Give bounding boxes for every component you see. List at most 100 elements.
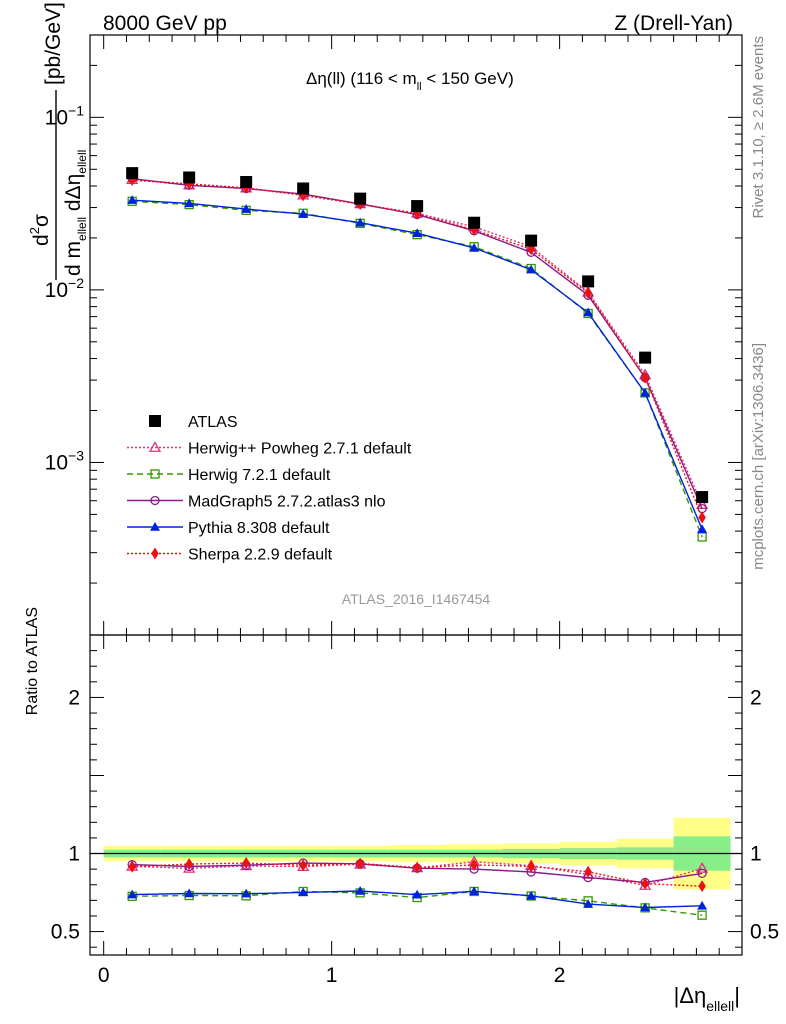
legend-label: MadGraph5 2.7.2.atlas3 nlo xyxy=(188,494,386,511)
data-point xyxy=(583,307,594,317)
y-tick-label: 10−2 xyxy=(45,275,85,302)
data-point xyxy=(584,865,592,878)
data-point xyxy=(695,862,709,873)
data-point xyxy=(149,415,161,427)
data-point xyxy=(184,198,195,208)
analysis-label: ATLAS_2016_I1467454 xyxy=(342,591,491,607)
data-point xyxy=(184,888,195,898)
x-axis-label: |Δηellell| xyxy=(674,983,740,1014)
data-point xyxy=(527,860,535,873)
data-point xyxy=(297,182,310,195)
data-point xyxy=(583,899,594,908)
y-axis-label: d2σ d mellell dΔηellell [pb/GeV] xyxy=(27,2,89,280)
data-point xyxy=(355,217,366,227)
y-axis-label-denominator: d mellell dΔηellell xyxy=(62,150,89,276)
data-point xyxy=(150,495,160,506)
header-process-label: Z (Drell-Yan) xyxy=(614,12,733,35)
x-tick-label: 0 xyxy=(98,964,110,987)
data-point xyxy=(697,868,707,879)
data-point xyxy=(470,858,478,871)
data-point xyxy=(641,371,649,384)
data-point xyxy=(355,886,366,895)
series-line xyxy=(132,178,703,505)
data-point xyxy=(151,547,159,560)
data-point xyxy=(640,902,651,912)
data-point xyxy=(526,890,537,900)
y-tick-label: 10−3 xyxy=(45,447,85,474)
data-point xyxy=(185,857,193,870)
data-point xyxy=(150,469,160,479)
ratio-y-tick-label-right: 1 xyxy=(750,843,762,866)
data-point xyxy=(468,216,481,229)
x-tick-label: 1 xyxy=(326,964,338,987)
data-point xyxy=(298,209,309,218)
ratio-y-tick-label: 1 xyxy=(68,843,80,866)
legend: ATLAS Herwig++ Powheg 2.7.1 default Herwig… xyxy=(127,414,412,564)
data-point xyxy=(697,524,708,534)
data-point xyxy=(698,880,706,893)
data-point xyxy=(183,862,196,873)
data-point xyxy=(127,889,138,899)
data-point xyxy=(525,234,538,247)
legend-label: Pythia 8.308 default xyxy=(188,520,330,537)
ratio-series xyxy=(126,855,709,920)
legend-entry: Herwig++ Powheg 2.7.1 default xyxy=(127,441,412,458)
data-point xyxy=(582,275,595,288)
chart-title: Δη(ll) (116 < mll < 150 GeV) xyxy=(306,69,514,93)
legend-entry: Pythia 8.308 default xyxy=(127,520,330,537)
data-point xyxy=(126,167,139,180)
data-point xyxy=(696,491,709,504)
data-point xyxy=(299,859,307,872)
ratio-plot-frame xyxy=(89,634,743,956)
data-point xyxy=(697,910,707,920)
data-point xyxy=(354,192,367,205)
ratio-y-axis-label: Ratio to ATLAS xyxy=(24,607,41,715)
main-series xyxy=(126,167,709,542)
legend-label: Herwig 7.2.1 default xyxy=(188,467,331,484)
data-point xyxy=(526,264,537,274)
data-point xyxy=(640,387,651,397)
legend-entry: Sherpa 2.2.9 default xyxy=(127,547,333,564)
data-point xyxy=(128,860,136,873)
x-tick-label: 2 xyxy=(554,964,566,987)
data-point xyxy=(148,441,162,452)
rivet-version-label: Rivet 3.1.10, ≥ 2.6M events xyxy=(750,36,767,219)
data-point xyxy=(240,175,253,188)
data-point xyxy=(698,511,706,524)
series-line xyxy=(132,200,703,538)
data-point xyxy=(241,204,252,213)
ratio-y-tick-label-right: 2 xyxy=(750,686,762,709)
legend-entry: Herwig 7.2.1 default xyxy=(127,467,331,484)
legend-label: ATLAS xyxy=(188,414,238,431)
legend-entry: MadGraph5 2.7.2.atlas3 nlo xyxy=(127,494,386,511)
axis-ticks: 0 1 2 10−1 10−2 10−3 0.5 0.5 1 1 2 2 xyxy=(45,35,779,987)
series-line xyxy=(132,178,703,509)
data-point xyxy=(412,889,423,899)
y-tick-label: 10−1 xyxy=(45,102,85,129)
legend-label: Sherpa 2.2.9 default xyxy=(188,547,333,564)
ratio-y-tick-label-right: 0.5 xyxy=(750,921,779,944)
data-point xyxy=(469,242,480,252)
ratio-y-tick-label: 0.5 xyxy=(51,921,80,944)
legend-entry: ATLAS xyxy=(149,414,238,431)
data-point xyxy=(298,887,309,897)
data-point xyxy=(413,861,421,874)
series-line xyxy=(132,179,703,518)
data-point xyxy=(183,171,196,184)
ratio-y-tick-label: 2 xyxy=(68,686,80,709)
data-point xyxy=(242,857,250,870)
data-point xyxy=(639,351,652,364)
data-point xyxy=(412,228,423,237)
data-point xyxy=(356,857,364,870)
data-point xyxy=(150,522,160,531)
data-point xyxy=(411,200,424,213)
legend-label: Herwig++ Powheg 2.7.1 default xyxy=(188,441,412,458)
data-point xyxy=(241,888,252,898)
y-axis-unit-label: [pb/GeV] xyxy=(42,2,65,85)
data-point xyxy=(584,286,592,299)
header-energy-label: 8000 GeV pp xyxy=(103,12,227,35)
main-plot-frame xyxy=(89,34,743,636)
data-point xyxy=(697,900,708,910)
y-axis-label-numerator: d2σ xyxy=(27,214,53,246)
